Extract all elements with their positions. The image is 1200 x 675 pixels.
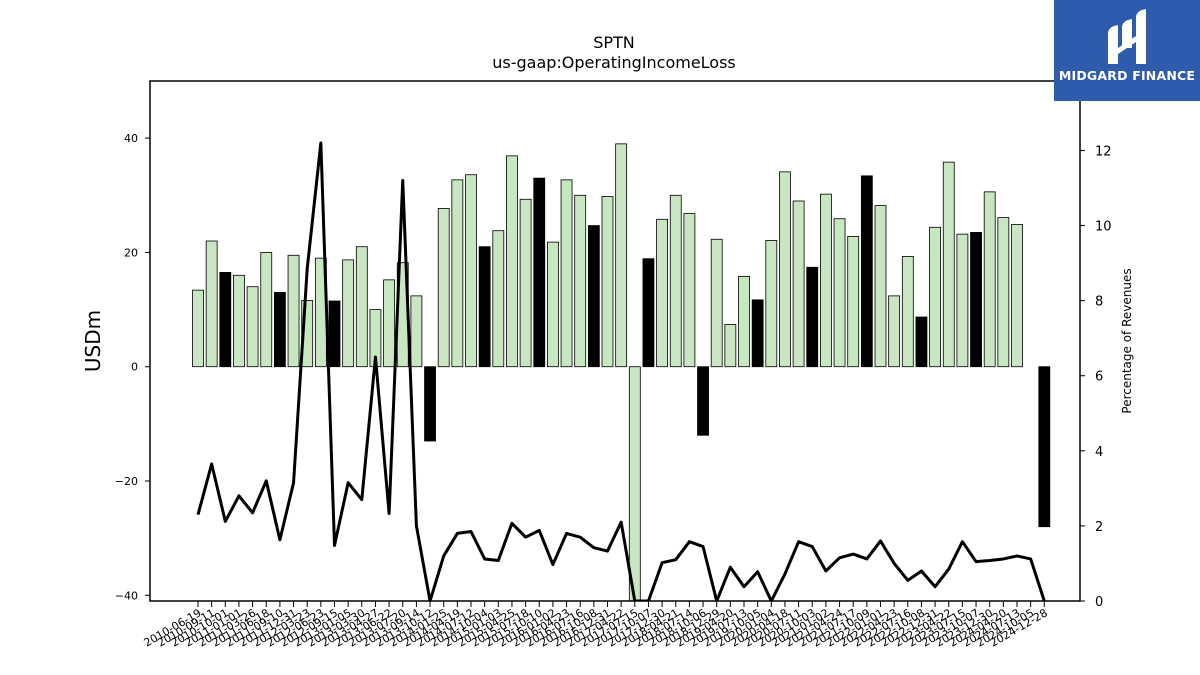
y2-tick-label: 0: [1095, 595, 1103, 610]
bar-2020-01-04: [765, 240, 778, 368]
bar-2014-04-19: [451, 179, 464, 368]
bar-2024-04-20: [997, 217, 1010, 368]
bar-2017-04-22: [615, 143, 628, 368]
y2-tick-label: 2: [1095, 520, 1103, 535]
brand-logo: MIDGARD FINANCE: [1054, 0, 1200, 101]
y-tick-label: 0: [131, 361, 138, 374]
bar-2021-10-09: [860, 175, 873, 368]
y-tick-label: −20: [115, 475, 138, 488]
bar-2010-09-11: [205, 240, 218, 368]
chart-title: SPTN: [593, 33, 635, 52]
bar-2016-12-31: [601, 196, 614, 368]
bar-2011-06-18: [260, 252, 273, 368]
y2-tick-label: 8: [1095, 295, 1103, 310]
bar-2024-12-28: [1038, 366, 1051, 528]
chart-subtitle: us-gaap:OperatingIncomeLoss: [492, 53, 736, 72]
y-tick-label: 20: [124, 246, 138, 259]
bar-2011-09-10: [273, 292, 286, 368]
bar-2022-04-23: [888, 295, 901, 368]
bar-2010-06-19: [192, 289, 204, 368]
bar-2023-10-07: [970, 232, 982, 368]
bar-2011-03-26: [246, 286, 259, 368]
bar-2018-12-29: [710, 238, 723, 368]
bar-2019-04-20: [724, 324, 737, 368]
bar-2021-01-02: [820, 193, 832, 368]
y-axis-left: −40 −20 0 20 40: [115, 132, 150, 602]
bar-2010-10-01: [219, 272, 232, 368]
bar-2023-04-22: [942, 161, 955, 368]
bar-2020-04-18: [779, 171, 791, 368]
bar-2016-10-08: [587, 225, 600, 368]
bar-2019-10-05: [751, 299, 764, 368]
bar-2013-06-22: [383, 279, 396, 368]
midgard-logo-icon: [1108, 9, 1146, 64]
bar-2014-07-12: [465, 174, 477, 368]
bar-2016-01-02: [547, 241, 559, 368]
y-axis-right: 0 2 4 6 8 10 12: [1080, 144, 1112, 610]
bar-2011-12-31: [287, 254, 300, 368]
bar-2020-10-03: [806, 266, 819, 368]
bar-2015-10-10: [533, 177, 546, 368]
bar-2015-07-18: [519, 198, 532, 368]
bar-2016-07-16: [574, 194, 587, 368]
y-axis-label: USDm: [81, 310, 105, 372]
bar-2014-01-25: [437, 208, 450, 368]
bar-2012-09-15: [328, 300, 341, 368]
x-axis: 2010-06-192010-09-112010-10-012011-01-01…: [142, 601, 1050, 650]
bar-2013-01-05: [342, 259, 355, 368]
plot-frame: [149, 80, 1081, 602]
bar-2018-10-06: [697, 366, 709, 436]
bar-2023-07-15: [956, 233, 969, 368]
bar-2013-09-14: [410, 295, 423, 368]
bar-2022-12-31: [929, 226, 941, 368]
bars-group: [192, 143, 1051, 602]
line-layer: [196, 141, 1046, 601]
y2-tick-label: 6: [1095, 370, 1103, 385]
bar-2017-07-15: [628, 366, 641, 602]
bar-2022-01-01: [874, 205, 887, 368]
bar-2022-07-16: [901, 256, 914, 368]
bar-2013-10-12: [424, 366, 436, 442]
bar-2014-10-04: [478, 246, 491, 368]
y-tick-label: −40: [115, 589, 138, 602]
bar-2021-07-17: [847, 236, 860, 368]
brand-logo-text: MIDGARD FINANCE: [1058, 68, 1196, 83]
bar-2016-04-23: [560, 179, 573, 368]
bar-2015-01-03: [492, 230, 505, 368]
bar-2015-04-25: [506, 155, 518, 368]
bar-2020-07-11: [792, 200, 805, 368]
bar-2023-12-30: [983, 191, 996, 368]
bar-2011-01-01: [233, 274, 245, 368]
bar-2017-12-30: [656, 218, 668, 368]
bar-2021-04-24: [833, 218, 846, 368]
bar-2024-07-13: [1011, 224, 1023, 368]
bar-2018-04-21: [669, 194, 682, 368]
y2-tick-label: 12: [1095, 144, 1112, 159]
bar-2017-10-07: [642, 258, 655, 368]
y2-tick-label: 10: [1095, 220, 1112, 235]
bar-2022-10-08: [915, 316, 928, 368]
y2-tick-label: 4: [1095, 445, 1103, 460]
y2-axis-label: Percentage of Revenues: [1120, 268, 1134, 413]
y-tick-label: 40: [124, 132, 138, 145]
bar-2019-07-13: [738, 276, 750, 368]
bar-2018-07-14: [683, 213, 696, 368]
bar-2013-03-30: [355, 246, 368, 368]
percentage-line: [196, 141, 1046, 601]
